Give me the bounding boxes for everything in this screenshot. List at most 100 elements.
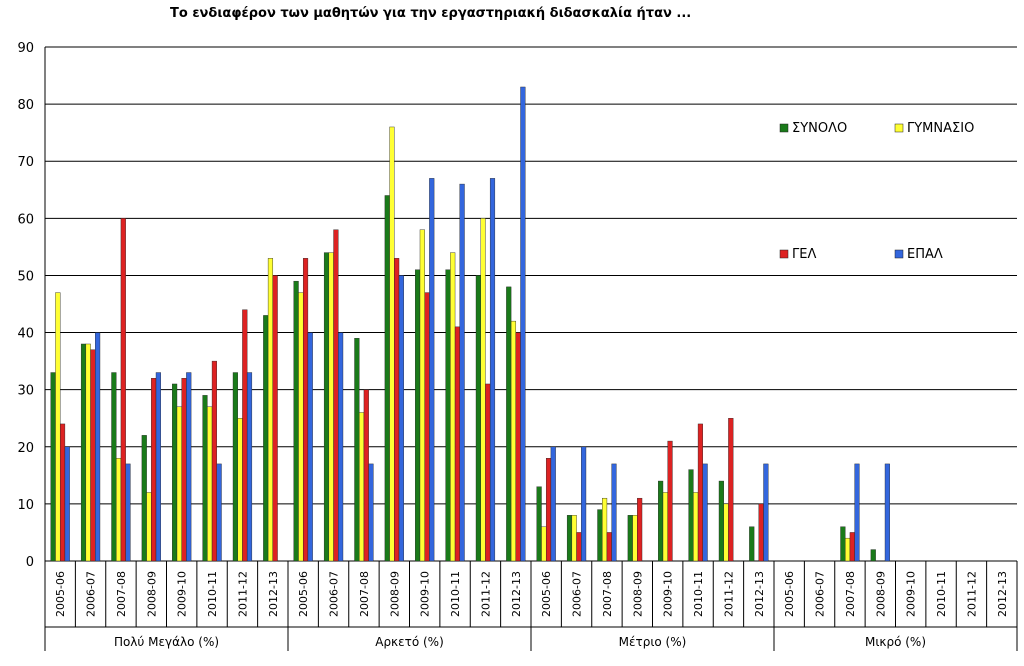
x-tick-label: 2008-09 [388,571,401,617]
x-tick-label: 2012-13 [267,571,280,617]
bar-ΕΠΑΛ-2007-08 [368,463,374,562]
bar-ΣΥΝΟΛΟ-2005-06 [50,372,56,562]
y-tick-label: 90 [17,41,34,56]
bar-ΓΕΛ-2012-13 [272,275,278,562]
bar-ΓΥΜΝΑΣΙΟ-2007-08 [845,537,851,562]
bar-ΓΕΛ-2012-13 [515,332,521,562]
x-tick-label: 2010-11 [935,571,948,617]
bar-ΣΥΝΟΛΟ-2011-12 [232,372,238,562]
y-tick-label: 20 [17,441,34,456]
bar-ΓΕΛ-2005-06 [59,423,66,562]
bar-ΕΠΑΛ-2012-13 [763,463,769,562]
bar-ΓΕΛ-2011-12 [485,383,491,562]
legend-label: ΣΥΝΟΛΟ [792,121,847,136]
x-tick-label: 2012-13 [510,571,523,617]
bar-ΣΥΝΟΛΟ-2008-09 [141,435,147,562]
bar-ΓΕΛ-2009-10 [181,378,187,562]
bar-ΣΥΝΟΛΟ-2012-13 [749,526,755,562]
bar-ΕΠΑΛ-2005-06 [550,446,556,562]
bar-ΓΕΛ-2007-08 [849,532,855,562]
legend-swatch-ΓΕΛ [779,249,789,259]
bar-ΣΥΝΟΛΟ-2007-08 [111,372,117,562]
bar-ΓΥΜΝΑΣΙΟ-2011-12 [480,218,486,562]
x-tick-label: 2005-06 [54,571,67,617]
bar-ΣΥΝΟΛΟ-2009-10 [172,383,178,562]
bar-ΓΥΜΝΑΣΙΟ-2005-06 [298,292,304,562]
bar-ΣΥΝΟΛΟ-2012-13 [506,286,512,562]
x-tick-label: 2006-07 [814,571,827,617]
bar-ΓΥΜΝΑΣΙΟ-2007-08 [602,497,608,562]
bar-ΕΠΑΛ-2009-10 [186,372,192,562]
bar-ΓΕΛ-2012-13 [758,503,764,562]
bar-ΕΠΑΛ-2006-07 [95,332,101,562]
bar-ΣΥΝΟΛΟ-2009-10 [415,269,421,562]
bar-ΕΠΑΛ-2006-07 [581,446,587,562]
bar-ΕΠΑΛ-2007-08 [611,463,617,562]
x-tick-label: 2010-11 [449,571,462,617]
bar-ΓΥΜΝΑΣΙΟ-2010-11 [450,252,456,562]
x-tick-label: 2008-09 [145,571,158,617]
bar-ΓΕΛ-2005-06 [302,258,309,562]
bar-ΓΥΜΝΑΣΙΟ-2009-10 [662,492,668,562]
bar-ΕΠΑΛ-2007-08 [854,463,860,562]
legend-swatch-ΣΥΝΟΛΟ [779,123,789,133]
bar-ΕΠΑΛ-2008-09 [884,463,890,562]
bar-ΓΕΛ-2011-12 [728,418,734,562]
legend-swatch-ΕΠΑΛ [894,249,904,259]
bar-ΕΠΑΛ-2009-10 [429,178,435,562]
x-tick-label: 2006-07 [571,571,584,617]
bar-ΣΥΝΟΛΟ-2010-11 [202,395,208,562]
bar-ΓΕΛ-2006-07 [90,349,96,562]
bar-ΓΥΜΝΑΣΙΟ-2005-06 [541,526,547,562]
bar-ΓΥΜΝΑΣΙΟ-2005-06 [55,292,61,562]
y-tick-label: 80 [17,98,34,113]
bar-ΓΥΜΝΑΣΙΟ-2008-09 [389,126,395,562]
x-tick-label: 2006-07 [85,571,98,617]
y-tick-label: 50 [17,269,34,284]
bar-ΓΥΜΝΑΣΙΟ-2008-09 [632,515,638,562]
bar-ΣΥΝΟΛΟ-2007-08 [354,338,360,562]
x-tick-label: 2012-13 [753,571,766,617]
x-tick-label: 2008-09 [631,571,644,617]
bar-ΓΕΛ-2006-07 [333,229,339,562]
bar-ΣΥΝΟΛΟ-2009-10 [658,480,664,562]
x-tick-label: 2012-13 [996,571,1009,617]
bar-ΓΕΛ-2007-08 [363,389,369,562]
bar-ΣΥΝΟΛΟ-2008-09 [384,195,390,562]
x-tick-label: 2011-12 [479,571,492,617]
y-tick-label: 10 [17,498,34,513]
bar-ΓΥΜΝΑΣΙΟ-2009-10 [176,406,182,562]
bar-ΣΥΝΟΛΟ-2007-08 [597,509,603,562]
bar-ΕΠΑΛ-2007-08 [125,463,131,562]
bar-ΣΥΝΟΛΟ-2006-07 [566,515,573,562]
bar-ΕΠΑΛ-2008-09 [398,275,404,562]
bar-ΕΠΑΛ-2010-11 [459,183,465,562]
bar-ΣΥΝΟΛΟ-2006-07 [80,343,87,562]
bar-ΓΕΛ-2007-08 [606,532,612,562]
x-tick-label: 2005-06 [783,571,796,617]
bar-ΕΠΑΛ-2012-13 [520,86,526,562]
bar-ΣΥΝΟΛΟ-2006-07 [323,252,330,562]
bar-ΓΕΛ-2010-11 [211,360,217,562]
legend-label: ΓΕΛ [792,247,816,262]
bar-ΓΥΜΝΑΣΙΟ-2010-11 [207,406,213,562]
y-tick-label: 70 [17,155,34,170]
bar-ΓΥΜΝΑΣΙΟ-2011-12 [723,503,729,562]
x-tick-label: 2011-12 [722,571,735,617]
bar-ΣΥΝΟΛΟ-2011-12 [475,275,481,562]
x-tick-label: 2007-08 [601,571,614,617]
bar-ΓΥΜΝΑΣΙΟ-2012-13 [267,258,274,562]
bar-ΓΥΜΝΑΣΙΟ-2006-07 [85,343,91,562]
x-tick-label: 2005-06 [297,571,310,617]
bar-ΕΠΑΛ-2005-06 [64,446,70,562]
x-tick-label: 2007-08 [115,571,128,617]
group-label: Πολύ Μεγάλο (%) [114,635,219,649]
x-tick-label: 2005-06 [540,571,553,617]
bar-ΓΥΜΝΑΣΙΟ-2012-13 [510,320,517,562]
bar-ΣΥΝΟΛΟ-2008-09 [627,515,633,562]
x-tick-label: 2008-09 [874,571,887,617]
bar-ΓΕΛ-2005-06 [545,458,552,562]
bar-ΓΥΜΝΑΣΙΟ-2010-11 [693,492,699,562]
bar-ΕΠΑΛ-2010-11 [216,463,222,562]
